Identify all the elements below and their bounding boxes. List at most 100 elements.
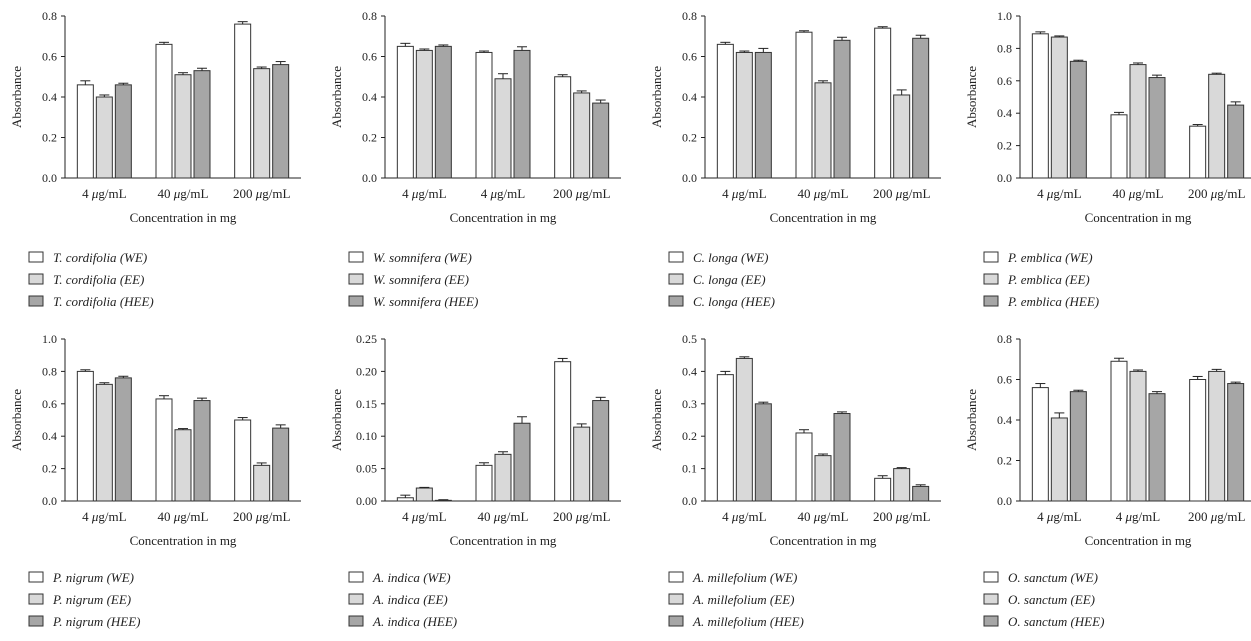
y-tick-label: 0.8 [682,9,697,23]
y-tick-label: 0.8 [362,9,377,23]
bar [76,370,94,502]
bar [814,455,832,502]
bar [494,78,512,179]
x-tick-label: 40 μg/mL [158,509,209,524]
y-axis-title: Absorbance [329,389,344,451]
bar [396,45,414,179]
bar [592,400,610,502]
bar [272,64,290,179]
legend-swatch [28,615,44,627]
y-tick-label: 0.4 [682,90,697,104]
x-tick-label: 40 μg/mL [798,186,849,201]
y-tick-label: 0.0 [362,171,377,185]
bar [573,426,591,502]
x-tick-label: 200 μg/mL [233,186,291,201]
y-tick-label: 0.6 [682,50,697,64]
y-tick-label: 0.15 [356,397,377,411]
y-tick-label: 1.0 [42,332,57,346]
y-tick-label: 0.2 [682,131,697,145]
legend-swatch [348,273,364,285]
bar [833,39,851,179]
x-tick-label: 40 μg/mL [478,509,529,524]
y-tick-label: 1.0 [997,9,1012,23]
legend-entry: C. longa (HEE) [693,294,775,309]
bar [1129,64,1147,179]
bar [174,74,192,179]
legend-entry: P. nigrum (WE) [52,570,134,585]
bar [434,45,452,179]
y-tick-label: 0.2 [42,462,57,476]
legend-swatch [983,615,999,627]
legend-entry: W. somnifera (HEE) [373,294,478,309]
y-tick-label: 0.0 [682,494,697,508]
bar [874,27,892,179]
y-tick-label: 0.8 [42,9,57,23]
legend-entry: A. millefolium (WE) [692,570,797,585]
bar [716,43,734,179]
x-tick-label: 200 μg/mL [1188,509,1246,524]
bar [795,432,813,502]
legend: P. nigrum (WE) P. nigrum (EE) P. nigrum (H… [28,570,141,629]
legend-entry: W. somnifera (WE) [373,250,472,265]
legend-entry: A. millefolium (HEE) [692,614,804,629]
bar [554,361,572,502]
x-axis-title: Concentration in mg [130,210,237,225]
bar [912,485,930,502]
legend-swatch [983,593,999,605]
legend-entry: T. cordifolia (EE) [53,272,144,287]
legend: C. longa (WE) C. longa (EE) C. longa (HEE) [668,250,775,309]
x-axis-title: Concentration in mg [450,210,557,225]
legend-swatch [668,295,684,307]
legend-entry: A. millefolium (EE) [692,592,794,607]
y-tick-label: 0.4 [682,364,697,378]
bar [155,398,173,502]
y-tick-label: 0.6 [997,74,1012,88]
y-tick-label: 0.2 [362,131,377,145]
x-tick-label: 4 μg/mL [1116,509,1161,524]
y-axis-title: Absorbance [964,389,979,451]
legend-swatch [28,295,44,307]
legend: W. somnifera (WE) W. somnifera (EE) W. som… [348,250,478,309]
legend-swatch [668,251,684,263]
y-tick-label: 0.2 [997,454,1012,468]
y-tick-label: 0.4 [997,413,1012,427]
bar [1031,33,1049,179]
x-axis-title: Concentration in mg [1085,533,1192,548]
bar [1110,360,1128,502]
bar [1189,379,1207,502]
bar [795,31,813,179]
x-tick-label: 200 μg/mL [553,509,611,524]
x-tick-label: 40 μg/mL [1113,186,1164,201]
legend-entry: T. cordifolia (WE) [53,250,147,265]
bar [833,413,851,502]
bar [592,102,610,179]
chart-panel-6: 0.00 0.05 0.10 0.15 0.20 0.25 Absorbance 4 μg/m… [329,332,621,629]
bar [396,497,414,502]
y-tick-label: 0.0 [42,494,57,508]
x-tick-label: 4 μg/mL [481,186,526,201]
bar [1110,114,1128,179]
chart-panel-2: 0.0 0.2 0.4 0.6 0.8 Absorbance 4 μg/mL 4 μg/mL 2… [329,9,621,309]
legend-entry: P. emblica (HEE) [1007,294,1099,309]
y-tick-label: 0.5 [682,332,697,346]
bar [1031,387,1049,502]
bar [1069,60,1087,179]
bar [253,464,271,502]
y-tick-label: 0.05 [356,462,377,476]
bar [754,403,772,502]
legend-swatch [348,295,364,307]
legend: P. emblica (WE) P. emblica (EE) P. emblica… [983,250,1099,309]
legend: A. millefolium (WE) A. millefolium (EE) A.… [668,570,804,629]
y-tick-label: 0.2 [42,131,57,145]
bar [554,76,572,179]
legend: O. sanctum (WE) O. sanctum (EE) O. sanctum… [983,570,1104,629]
legend-swatch [348,615,364,627]
legend-entry: P. nigrum (HEE) [52,614,141,629]
y-tick-label: 0.0 [682,171,697,185]
bar [76,84,94,179]
legend-entry: O. sanctum (HEE) [1008,614,1104,629]
chart-panel-1: 0.0 0.2 0.4 0.6 0.8 Absorbance 4 μg/mL 40 μg/mL… [9,9,301,309]
bar [1050,417,1068,502]
legend-swatch [348,251,364,263]
y-tick-label: 0.1 [682,462,697,476]
